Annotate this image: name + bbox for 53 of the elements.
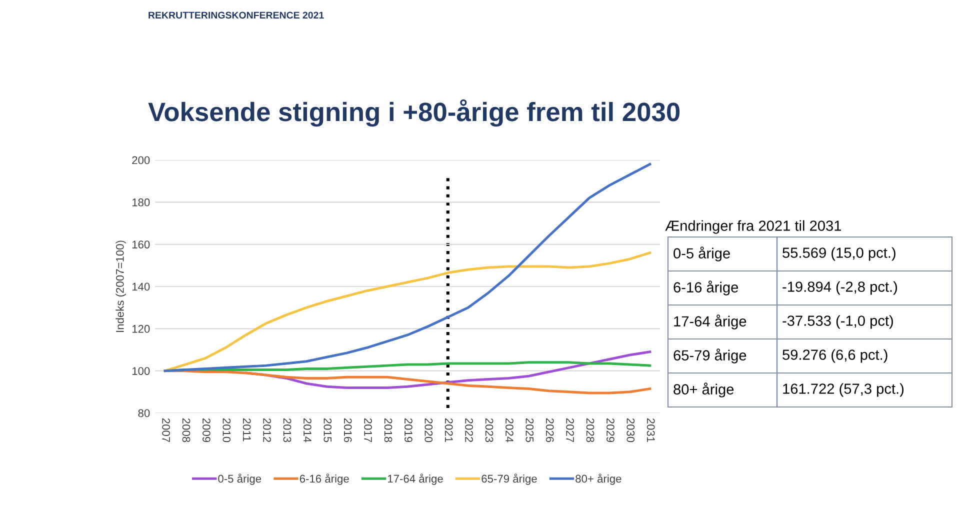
y-tick-label: 140 xyxy=(132,282,150,291)
chart-title: Voksende stigning i +80-årige frem til 2030 xyxy=(148,99,680,127)
y-tick-label: 100 xyxy=(132,367,150,375)
y-axis-title: Indeks (2007=100) xyxy=(116,240,126,332)
x-tick-label: 2019 xyxy=(404,418,412,442)
x-tick-label: 2009 xyxy=(202,418,210,442)
x-tick-label: 2008 xyxy=(182,418,190,442)
y-tick-label: 160 xyxy=(132,240,150,248)
y-tick-label: 180 xyxy=(132,198,150,206)
x-tick-label: 2016 xyxy=(344,418,352,442)
text: -37.533 (-1,0 pct) xyxy=(782,315,893,329)
legend-label: 0-5 årige xyxy=(218,474,262,485)
text: 80+ årige xyxy=(674,382,734,398)
text: Ændringer fra 2021 til 2031 xyxy=(665,220,842,234)
legend-label: 65-79 årige xyxy=(482,474,537,485)
x-tick-label: 2014 xyxy=(304,418,312,442)
x-tick-label: 2026 xyxy=(546,418,554,442)
text: 161.722 (57,3 pct.) xyxy=(783,383,904,397)
x-tick-label: 2023 xyxy=(485,418,494,442)
legend-label: 80+ årige xyxy=(576,474,622,485)
x-tick-label: 2022 xyxy=(465,418,473,442)
x-tick-label: 2025 xyxy=(526,418,534,442)
text: 6-16 årige xyxy=(674,280,738,296)
legend-label: 6-16 årige xyxy=(300,474,349,485)
y-tick-label: 200 xyxy=(132,156,150,164)
text: -19.894 (-2,8 pct.) xyxy=(782,281,898,295)
text: 55.569 (15,0 pct.) xyxy=(782,247,896,261)
x-tick-label: 2012 xyxy=(263,418,271,442)
x-tick-label: 2020 xyxy=(424,418,433,442)
x-tick-label: 2011 xyxy=(242,418,251,442)
line-series xyxy=(164,162,652,372)
x-tick-label: 2024 xyxy=(506,418,514,442)
x-tick-label: 2027 xyxy=(566,418,574,442)
text: 0-5 årige xyxy=(674,246,730,262)
text: 17-64 årige xyxy=(674,314,746,330)
x-tick-label: 2013 xyxy=(283,418,292,442)
line-series xyxy=(164,252,652,372)
chart-subtitle: REKRUTTERINGSKONFERENCE 2021 xyxy=(148,12,324,19)
x-tick-label: 2028 xyxy=(586,418,594,442)
x-tick-label: 2018 xyxy=(384,418,392,442)
text: 65-79 årige xyxy=(674,348,746,364)
legend-label: 17-64 årige xyxy=(388,474,443,485)
x-tick-label: 2007 xyxy=(162,418,170,442)
x-tick-label: 2030 xyxy=(626,418,635,442)
x-tick-label: 2010 xyxy=(222,418,231,442)
x-tick-label: 2031 xyxy=(646,418,655,442)
x-tick-label: 2021 xyxy=(444,418,453,442)
y-tick-label: 120 xyxy=(132,324,150,333)
x-tick-label: 2017 xyxy=(364,418,372,442)
x-tick-label: 2015 xyxy=(324,418,332,442)
x-tick-label: 2029 xyxy=(606,418,614,442)
y-tick-label: 80 xyxy=(138,409,150,418)
text: 59.276 (6,6 pct.) xyxy=(782,349,888,363)
